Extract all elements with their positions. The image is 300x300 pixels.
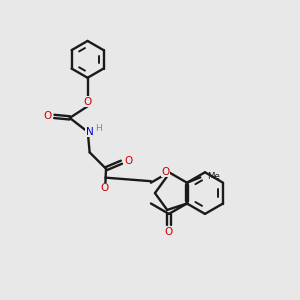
Text: H: H <box>95 124 102 133</box>
Text: O: O <box>165 227 173 237</box>
Text: O: O <box>161 167 169 177</box>
Text: O: O <box>124 156 132 166</box>
Text: N: N <box>86 127 94 136</box>
Text: Me: Me <box>207 172 220 181</box>
Text: O: O <box>101 183 109 193</box>
Text: O: O <box>44 111 52 122</box>
Text: O: O <box>83 97 92 106</box>
